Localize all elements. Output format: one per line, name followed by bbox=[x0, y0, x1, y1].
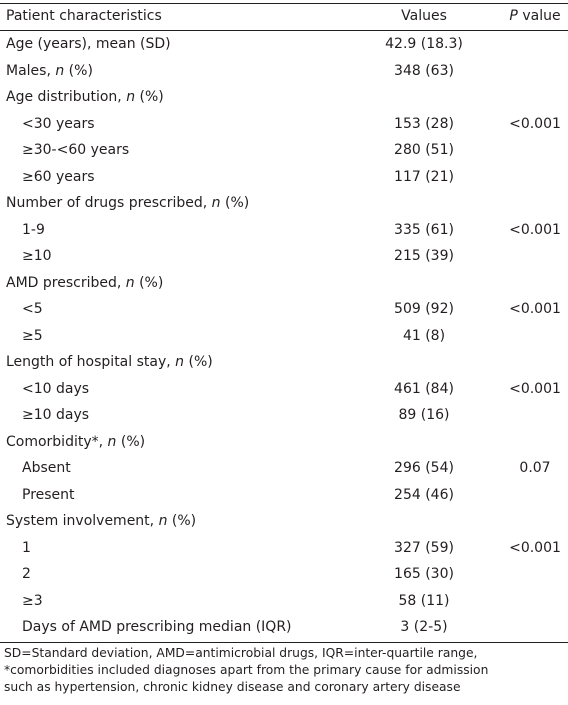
text-segment: (%) bbox=[135, 89, 164, 105]
row-p-value: <0.001 bbox=[509, 380, 561, 397]
footnote-line: such as hypertension, chronic kidney dis… bbox=[4, 680, 461, 694]
text-segment: Length of hospital stay, bbox=[6, 354, 176, 370]
text-segment: n bbox=[55, 62, 65, 79]
row-label: 1 bbox=[22, 535, 31, 561]
row-label: Age distribution, n (%) bbox=[6, 84, 164, 110]
text-segment: ≥3 bbox=[22, 592, 43, 609]
row-label: 1-9 bbox=[22, 217, 45, 243]
text-segment: Days of AMD prescribing median (IQR) bbox=[22, 619, 292, 635]
text-segment: n bbox=[175, 354, 185, 370]
text-segment: (%) bbox=[116, 433, 146, 450]
row-label: Age (years), mean (SD) bbox=[6, 31, 171, 57]
text-segment: n bbox=[107, 433, 117, 450]
header-cell: Patient characteristics bbox=[6, 3, 162, 29]
row-label: System involvement, n (%) bbox=[6, 508, 196, 534]
row-label: Length of hospital stay, n (%) bbox=[6, 349, 213, 375]
row-value: 3 (2-5) bbox=[400, 619, 448, 635]
row-value: 327 (59) bbox=[394, 539, 454, 556]
row-label: <5 bbox=[22, 296, 43, 322]
text-segment: Number of drugs prescribed, bbox=[6, 195, 212, 211]
text-segment: <30 years bbox=[22, 115, 95, 132]
row-value: 41 (8) bbox=[402, 327, 446, 344]
row-label: Comorbidity*, n (%) bbox=[6, 429, 145, 455]
row-value: 509 (92) bbox=[394, 301, 454, 317]
text-segment: value bbox=[517, 8, 561, 24]
row-value: 58 (11) bbox=[398, 592, 450, 609]
text-segment: Comorbidity*, bbox=[6, 433, 108, 450]
text-segment: <5 bbox=[22, 301, 43, 317]
text-segment: (%) bbox=[220, 195, 250, 211]
row-label: ≥10 bbox=[22, 243, 52, 269]
header-rule bbox=[0, 30, 568, 31]
text-segment: Males, bbox=[6, 62, 56, 79]
header-cell: Values bbox=[344, 3, 504, 29]
row-label: <30 years bbox=[22, 111, 95, 137]
text-segment: AMD prescribed, bbox=[6, 274, 126, 291]
row-value: 153 (28) bbox=[394, 115, 454, 132]
text-segment: ≥60 years bbox=[22, 168, 95, 185]
row-p-value: <0.001 bbox=[509, 539, 561, 556]
text-segment: System involvement, bbox=[6, 513, 159, 529]
text-segment: (%) bbox=[184, 354, 213, 370]
row-p-value: 0.07 bbox=[519, 460, 551, 476]
row-value: 280 (51) bbox=[394, 142, 454, 158]
row-value: 348 (63) bbox=[394, 62, 454, 79]
row-value: 461 (84) bbox=[394, 380, 454, 397]
text-segment: Age (years), mean (SD) bbox=[6, 36, 171, 52]
row-p-value: <0.001 bbox=[509, 115, 561, 132]
row-label: AMD prescribed, n (%) bbox=[6, 270, 163, 296]
text-segment: P bbox=[509, 8, 518, 24]
text-segment: n bbox=[158, 513, 168, 529]
text-segment: Present bbox=[22, 486, 75, 503]
text-segment: ≥10 days bbox=[22, 407, 90, 423]
row-label: <10 days bbox=[22, 376, 89, 402]
row-value: 117 (21) bbox=[394, 168, 454, 185]
header-cell: P value bbox=[495, 3, 568, 29]
text-segment: ≥10 bbox=[22, 248, 52, 264]
row-label: ≥10 days bbox=[22, 402, 89, 428]
text-segment: Values bbox=[401, 8, 447, 24]
text-segment: n bbox=[125, 274, 135, 291]
row-label: ≥30-<60 years bbox=[22, 137, 129, 163]
footnote-line: SD=Standard deviation, AMD=antimicrobial… bbox=[4, 646, 478, 660]
row-value: 296 (54) bbox=[394, 460, 454, 476]
text-segment: 1 bbox=[22, 539, 31, 556]
text-segment: 2 bbox=[22, 566, 31, 582]
row-label: Number of drugs prescribed, n (%) bbox=[6, 190, 249, 216]
row-p-value: <0.001 bbox=[509, 301, 561, 317]
row-label: 2 bbox=[22, 561, 31, 587]
row-value: 335 (61) bbox=[394, 221, 454, 238]
text-segment: Patient characteristics bbox=[6, 8, 162, 24]
row-label: ≥3 bbox=[22, 588, 43, 614]
text-segment: ≥5 bbox=[22, 327, 43, 344]
row-value: 254 (46) bbox=[394, 486, 454, 503]
text-segment: ≥30-<60 years bbox=[22, 142, 130, 158]
row-p-value: <0.001 bbox=[509, 221, 561, 238]
text-segment: (%) bbox=[167, 513, 197, 529]
text-segment: (%) bbox=[64, 62, 93, 79]
bottom-rule bbox=[0, 642, 568, 643]
row-value: 89 (16) bbox=[398, 407, 450, 423]
row-label: Present bbox=[22, 482, 75, 508]
text-segment: n bbox=[126, 89, 136, 105]
row-label: Days of AMD prescribing median (IQR) bbox=[22, 614, 292, 640]
text-segment: <10 days bbox=[22, 380, 90, 397]
row-value: 215 (39) bbox=[394, 248, 454, 264]
text-segment: n bbox=[211, 195, 221, 211]
row-label: Males, n (%) bbox=[6, 58, 93, 84]
text-segment: 1-9 bbox=[22, 221, 45, 238]
top-rule bbox=[0, 3, 568, 4]
text-segment: Absent bbox=[22, 460, 71, 476]
row-value: 42.9 (18.3) bbox=[385, 36, 463, 52]
row-value: 165 (30) bbox=[394, 566, 454, 582]
row-label: ≥5 bbox=[22, 323, 43, 349]
text-segment: Age distribution, bbox=[6, 89, 127, 105]
footnote-line: *comorbidities included diagnoses apart … bbox=[4, 663, 489, 677]
text-segment: (%) bbox=[134, 274, 164, 291]
row-label: Absent bbox=[22, 455, 71, 481]
row-label: ≥60 years bbox=[22, 164, 95, 190]
